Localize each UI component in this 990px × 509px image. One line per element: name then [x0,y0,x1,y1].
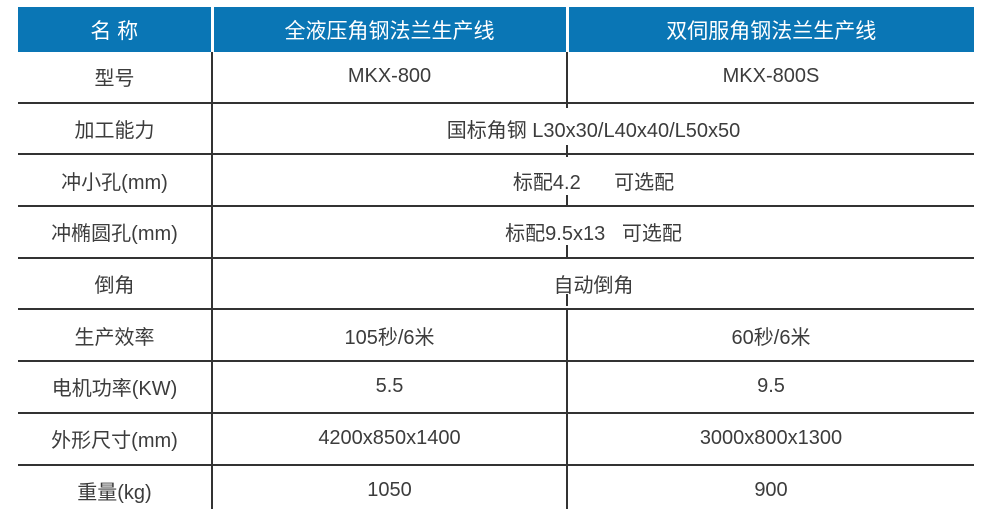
row-label: 外形尺寸(mm) [18,412,213,466]
border-nub [566,145,568,157]
value-cell: 4200x850x1400 [212,412,568,466]
value-cell-merged: 标配9.5x13 可选配 [212,206,974,259]
row-small-hole: 冲小孔(mm) 标配4.2 可选配 [18,154,974,208]
header-name: 名 称 [18,7,214,52]
row-model: 型号 MKX-800 MKX-800S [18,52,974,104]
border-nub [566,245,568,257]
value-cell: MKX-800S [567,52,974,104]
row-weight: 重量(kg) 1050 900 [18,464,974,509]
row-label: 冲椭圆孔(mm) [18,206,213,259]
row-label: 倒角 [18,257,213,311]
row-label: 型号 [18,52,213,104]
product-spec-table: 名 称 全液压角钢法兰生产线 双伺服角钢法兰生产线 型号 MKX-800 MKX… [18,7,974,509]
row-label: 生产效率 [18,309,213,363]
value-cell: 1050 [212,464,568,509]
row-label: 加工能力 [18,102,213,156]
row-oblong-hole: 冲椭圆孔(mm) 标配9.5x13 可选配 [18,206,974,259]
value-cell: 900 [567,464,974,509]
value-cell: 3000x800x1300 [567,412,974,466]
header-product-hydraulic: 全液压角钢法兰生产线 [212,7,569,52]
row-motor-power: 电机功率(KW) 5.5 9.5 [18,361,974,414]
row-dimensions: 外形尺寸(mm) 4200x850x1400 3000x800x1300 [18,412,974,466]
row-label: 重量(kg) [18,464,213,509]
row-label: 电机功率(KW) [18,361,213,414]
value-cell: 60秒/6米 [567,309,974,363]
value-cell: MKX-800 [212,52,568,104]
header-product-servo: 双伺服角钢法兰生产线 [567,7,974,52]
row-efficiency: 生产效率 105秒/6米 60秒/6米 [18,309,974,363]
row-chamfer: 倒角 自动倒角 [18,257,974,311]
value-cell: 105秒/6米 [212,309,568,363]
value-cell: 5.5 [212,361,568,414]
value-cell-merged: 国标角钢 L30x30/L40x40/L50x50 [212,102,974,156]
header-row: 名 称 全液压角钢法兰生产线 双伺服角钢法兰生产线 [18,7,974,52]
value-cell-merged: 标配4.2 可选配 [212,154,974,208]
value-cell: 9.5 [567,361,974,414]
border-nub [566,294,568,306]
border-nub [566,96,568,108]
border-nub [566,195,568,207]
row-capacity: 加工能力 国标角钢 L30x30/L40x40/L50x50 [18,102,974,156]
value-cell-merged: 自动倒角 [212,257,974,311]
row-label: 冲小孔(mm) [18,154,213,208]
